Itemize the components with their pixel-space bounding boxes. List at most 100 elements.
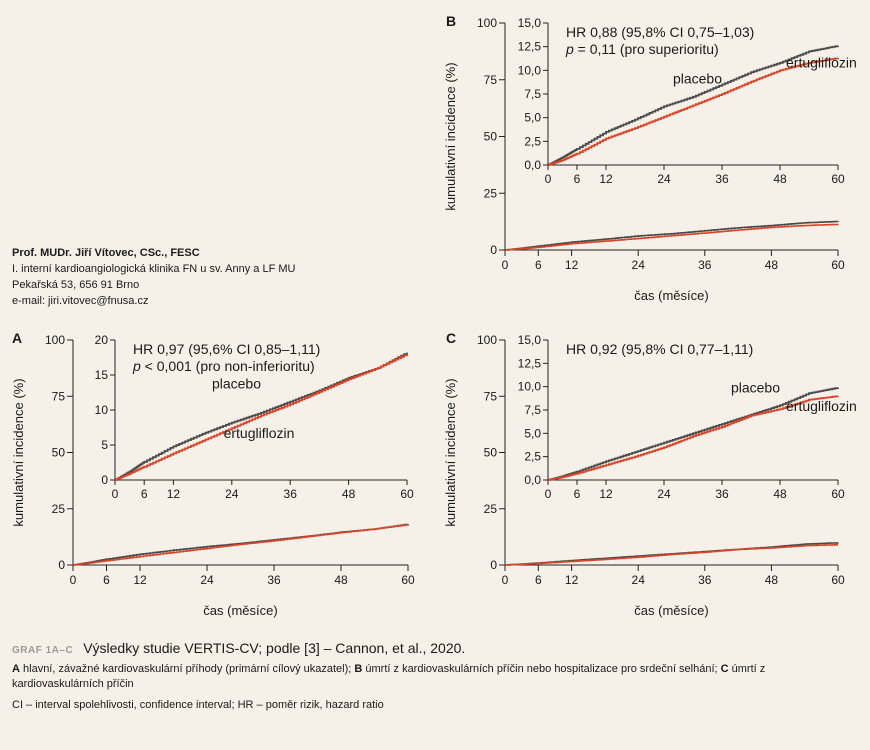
inset-xtick-label: 12 — [599, 487, 613, 501]
caption-a-text: hlavní, závažné kardiovaskulární příhody… — [19, 663, 355, 675]
main-ytick-label: 0 — [490, 558, 497, 572]
inset-ytick-label: 0 — [101, 473, 108, 487]
caption-c-text: úmrtí z kardiovaskulárních příčin — [12, 663, 766, 690]
main-xtick-label: 12 — [133, 573, 147, 587]
main-xtick-label: 60 — [401, 573, 415, 587]
inset-xtick-label: 36 — [715, 172, 729, 186]
caption-b-text: úmrtí z kardiovaskulárních příčin nebo h… — [362, 663, 721, 675]
inset-ytick-label: 10,0 — [518, 380, 542, 394]
inset-line-ertugliflozin — [115, 354, 408, 481]
inset-ytick-label: 2,5 — [524, 450, 541, 464]
inset-xtick-label: 6 — [574, 487, 581, 501]
inset-xtick-label: 6 — [141, 487, 148, 501]
inset-xtick-label: 6 — [574, 172, 581, 186]
inset-xtick-label: 24 — [657, 172, 671, 186]
main-xtick-label: 36 — [698, 258, 712, 272]
inset-panel-b: 0,0 2,5 5,0 7,5 10,0 12,5 15,0 0 6 12 24 36 48 60 HR 0… — [518, 16, 857, 186]
main-ytick-label: 25 — [484, 502, 498, 516]
caption-title: Výsledky studie VERTIS-CV; podle [3] – C… — [83, 640, 466, 656]
main-xtick-label: 6 — [535, 258, 542, 272]
inset-ytick-label: 2,5 — [524, 134, 541, 148]
inset-xtick-label: 48 — [342, 487, 356, 501]
main-xtick-label: 48 — [765, 258, 779, 272]
inset-xtick-label: 36 — [284, 487, 298, 501]
p-value-annotation: p < 0,001 (pro non-inferioritu) — [132, 358, 315, 374]
main-y-label: kumulativní incidence (%) — [443, 62, 458, 210]
main-ytick-label: 75 — [52, 389, 66, 403]
main-ytick-label: 100 — [477, 333, 497, 347]
main-xtick-label: 24 — [200, 573, 214, 587]
inset-line-placebo — [548, 387, 839, 481]
main-ytick-label: 0 — [58, 558, 65, 572]
main-line-ertugliflozin — [73, 524, 409, 566]
inset-xtick-label: 12 — [167, 487, 181, 501]
main-ytick-label: 100 — [477, 16, 497, 30]
inset-line-ertugliflozin — [548, 57, 839, 166]
inset-panel-a: 0 5 10 15 20 0 6 12 24 36 48 60 HR 0,97 (95,6% CI 0,… — [95, 333, 414, 501]
main-ytick-label: 25 — [52, 502, 66, 516]
author-affiliation: I. interní kardioangiologická klinika FN… — [12, 263, 296, 275]
main-xtick-label: 36 — [267, 573, 281, 587]
inset-xtick-label: 24 — [657, 487, 671, 501]
inset-panel-c: 0,0 2,5 5,0 7,5 10,0 12,5 15,0 0 6 12 24 36 48 60 HR 0… — [518, 333, 857, 501]
main-xtick-label: 60 — [831, 258, 845, 272]
main-xtick-label: 6 — [103, 573, 110, 587]
main-xtick-label: 36 — [698, 573, 712, 587]
main-x-label: čas (měsíce) — [634, 288, 708, 303]
caption-label: GRAF 1A–C — [12, 645, 74, 656]
main-xtick-label: 12 — [565, 258, 579, 272]
inset-ytick-label: 7,5 — [524, 403, 541, 417]
main-xtick-label: 12 — [565, 573, 579, 587]
caption-title-line: GRAF 1A–C Výsledky studie VERTIS-CV; podl… — [12, 640, 858, 656]
main-xtick-label: 48 — [765, 573, 779, 587]
hr-annotation: HR 0,97 (95,6% CI 0,85–1,11) — [133, 341, 320, 357]
caption-c-letter: C — [720, 663, 729, 675]
series-label-placebo: placebo — [212, 375, 261, 391]
main-ytick-label: 100 — [45, 333, 65, 347]
main-xtick-label: 48 — [334, 573, 348, 587]
series-label-placebo: placebo — [673, 71, 722, 87]
panel-letter: A — [12, 330, 22, 346]
inset-xtick-label: 60 — [831, 487, 845, 501]
inset-ytick-label: 5,0 — [524, 111, 541, 125]
main-ytick-label: 50 — [484, 130, 498, 144]
inset-ytick-label: 15,0 — [518, 16, 542, 30]
main-ytick-label: 0 — [490, 243, 497, 257]
inset-ytick-label: 5,0 — [524, 426, 541, 440]
series-label-ertugliflozin: ertugliflozin — [786, 398, 857, 414]
inset-ytick-label: 0,0 — [524, 473, 541, 487]
inset-line-ertugliflozin — [548, 395, 839, 481]
main-line-ertugliflozin — [505, 544, 838, 566]
main-xtick-label: 0 — [502, 573, 509, 587]
inset-xtick-label: 60 — [831, 172, 845, 186]
inset-ytick-label: 10 — [95, 403, 109, 417]
inset-ytick-label: 15 — [95, 368, 109, 382]
author-email: e-mail: jiri.vitovec@fnusa.cz — [12, 295, 149, 307]
inset-xtick-label: 0 — [545, 487, 552, 501]
inset-xtick-label: 24 — [225, 487, 239, 501]
author-block: Prof. MUDr. Jiří Vítovec, CSc., FESC I. … — [12, 245, 295, 309]
main-x-label: čas (měsíce) — [634, 603, 708, 618]
inset-xtick-label: 36 — [715, 487, 729, 501]
main-ytick-label: 25 — [484, 186, 498, 200]
caption-abbreviations: CI – interval spolehlivosti, confidence … — [12, 699, 384, 711]
inset-ytick-label: 7,5 — [524, 87, 541, 101]
inset-xtick-label: 60 — [400, 487, 414, 501]
main-xtick-label: 6 — [535, 573, 542, 587]
hr-annotation: HR 0,92 (95,8% CI 0,77–1,11) — [566, 341, 753, 357]
inset-xtick-label: 12 — [599, 172, 613, 186]
main-y-label: kumulativní incidence (%) — [11, 378, 26, 526]
p-value-annotation: p = 0,11 (pro superioritu) — [565, 41, 719, 57]
inset-xtick-label: 0 — [112, 487, 119, 501]
main-ytick-label: 50 — [52, 446, 66, 460]
hr-annotation: HR 0,88 (95,8% CI 0,75–1,03) — [566, 24, 754, 40]
author-address: Pekařská 53, 656 91 Brno — [12, 279, 140, 291]
main-ytick-label: 50 — [484, 446, 498, 460]
main-ytick-label: 75 — [484, 389, 498, 403]
main-line-placebo — [505, 220, 839, 251]
caption-b-letter: B — [354, 663, 363, 675]
